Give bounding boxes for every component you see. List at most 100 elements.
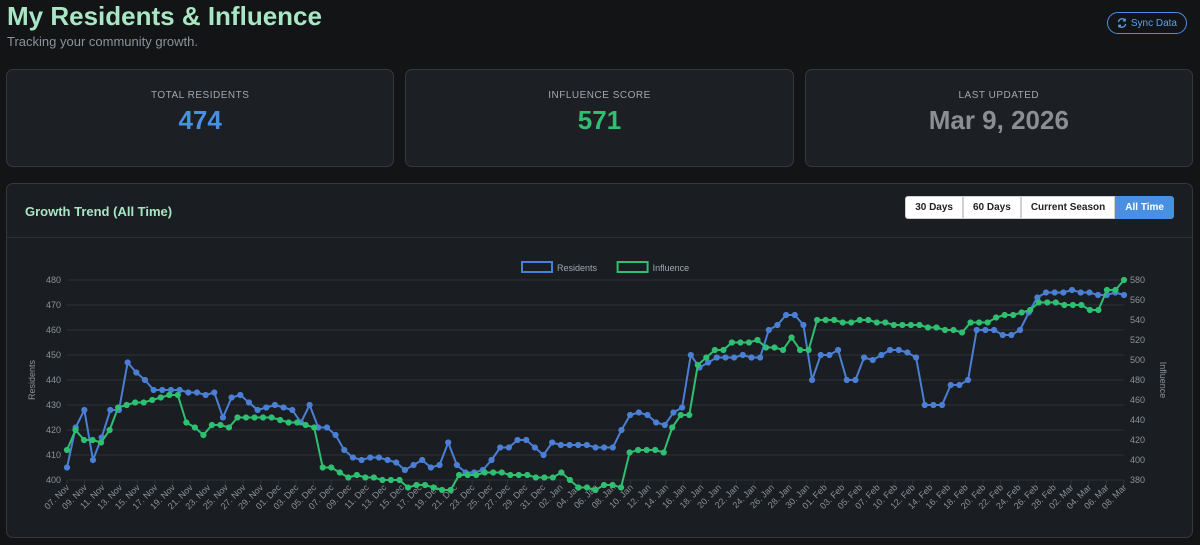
data-point-influence: [848, 319, 855, 326]
data-point-residents: [367, 454, 374, 461]
data-point-residents: [834, 346, 842, 354]
data-point-influence: [890, 321, 897, 329]
data-point-residents: [878, 351, 885, 359]
page-header: My Residents & Influence Tracking your c…: [7, 0, 322, 49]
data-point-influence: [277, 416, 284, 424]
data-point-influence: [430, 484, 437, 491]
data-point-influence: [1018, 309, 1025, 316]
data-point-residents: [1016, 326, 1024, 334]
data-point-residents: [89, 456, 97, 464]
legend-label-influence: Influence: [653, 263, 690, 273]
data-point-influence: [208, 421, 216, 429]
data-point-residents: [757, 354, 764, 361]
data-point-influence: [617, 484, 625, 491]
data-point-residents: [306, 401, 313, 409]
data-point-influence: [933, 324, 940, 331]
data-point-influence: [353, 471, 360, 479]
range-60-days-button[interactable]: 60 Days: [963, 196, 1021, 219]
data-point-residents: [523, 436, 530, 444]
y-right-tick-label: 420: [1130, 435, 1145, 445]
data-point-residents: [930, 401, 937, 409]
range-30-days-button[interactable]: 30 Days: [905, 196, 963, 219]
sync-data-label: Sync Data: [1130, 17, 1177, 29]
data-point-influence: [294, 419, 301, 426]
stat-label: TOTAL RESIDENTS: [150, 90, 250, 101]
data-point-residents: [601, 444, 608, 451]
y-right-tick-label: 380: [1130, 475, 1145, 485]
data-point-residents: [81, 406, 88, 414]
data-point-influence: [779, 346, 787, 354]
data-point-influence: [200, 431, 207, 439]
data-point-influence: [609, 481, 616, 489]
data-point-residents: [687, 351, 694, 359]
data-point-influence: [993, 314, 1000, 321]
data-point-residents: [947, 381, 954, 389]
data-point-residents: [679, 404, 686, 411]
data-point-influence: [882, 319, 889, 326]
data-point-influence: [464, 471, 471, 479]
range-current-season-button[interactable]: Current Season: [1020, 196, 1116, 219]
data-point-residents: [661, 421, 668, 429]
data-point-influence: [583, 484, 591, 491]
data-point-influence: [149, 396, 156, 404]
data-point-influence: [814, 316, 821, 324]
data-point-influence: [302, 421, 309, 429]
data-point-residents: [964, 376, 972, 384]
data-point-residents: [1068, 286, 1076, 294]
data-point-residents: [63, 464, 71, 471]
data-point-residents: [185, 389, 192, 396]
data-point-influence: [72, 426, 79, 434]
data-point-residents: [427, 464, 434, 471]
data-point-influence: [1095, 306, 1102, 314]
y-left-tick-label: 460: [46, 325, 61, 335]
data-point-residents: [843, 376, 850, 384]
data-point-influence: [771, 344, 778, 351]
y-right-tick-label: 500: [1130, 355, 1145, 365]
data-point-influence: [924, 324, 932, 331]
data-point-influence: [1069, 301, 1076, 309]
y-left-tick-label: 480: [46, 275, 61, 285]
y-left-tick-label: 420: [46, 425, 61, 435]
data-point-influence: [97, 439, 105, 446]
data-point-residents: [1086, 289, 1093, 296]
data-point-influence: [703, 354, 710, 361]
y-left-tick-label: 470: [46, 300, 61, 310]
data-point-residents: [635, 409, 642, 416]
data-point-residents: [549, 439, 556, 446]
y-left-tick-label: 410: [46, 450, 61, 460]
data-point-residents: [176, 386, 183, 394]
data-point-residents: [124, 359, 131, 366]
data-point-residents: [800, 321, 807, 329]
data-point-influence: [438, 486, 446, 494]
data-point-residents: [531, 444, 538, 451]
data-point-residents: [540, 451, 547, 459]
data-point-influence: [191, 424, 198, 431]
data-point-influence: [558, 469, 565, 476]
legend-swatch-residents: [521, 261, 553, 273]
data-point-influence: [669, 424, 676, 431]
growth-trend-chart: 400 410 420 430 440 450 460 470 480 380 400 420 440 4…: [27, 261, 1168, 511]
y-right-tick-label: 540: [1130, 315, 1145, 325]
data-point-influence: [1061, 301, 1068, 309]
data-point-residents: [921, 401, 928, 409]
data-point-residents: [722, 354, 729, 361]
data-point-residents: [202, 391, 209, 399]
page-title: My Residents & Influence: [7, 1, 322, 31]
data-point-influence: [123, 401, 130, 409]
sync-data-button[interactable]: Sync Data: [1106, 12, 1187, 34]
data-point-influence: [319, 464, 326, 471]
range-all-time-button[interactable]: All Time: [1115, 196, 1174, 219]
data-point-influence: [950, 326, 957, 334]
data-point-influence: [643, 446, 650, 454]
y-right-axis-title: Influence: [1158, 362, 1168, 399]
data-point-residents: [982, 326, 989, 334]
data-point-residents: [141, 376, 149, 384]
data-point-influence: [737, 339, 744, 346]
data-point-residents: [332, 431, 339, 439]
data-point-influence: [677, 411, 684, 419]
data-point-residents: [670, 409, 677, 416]
data-point-influence: [259, 414, 267, 421]
data-point-residents: [817, 351, 824, 359]
data-point-residents: [1008, 331, 1015, 339]
data-point-influence: [251, 414, 258, 421]
